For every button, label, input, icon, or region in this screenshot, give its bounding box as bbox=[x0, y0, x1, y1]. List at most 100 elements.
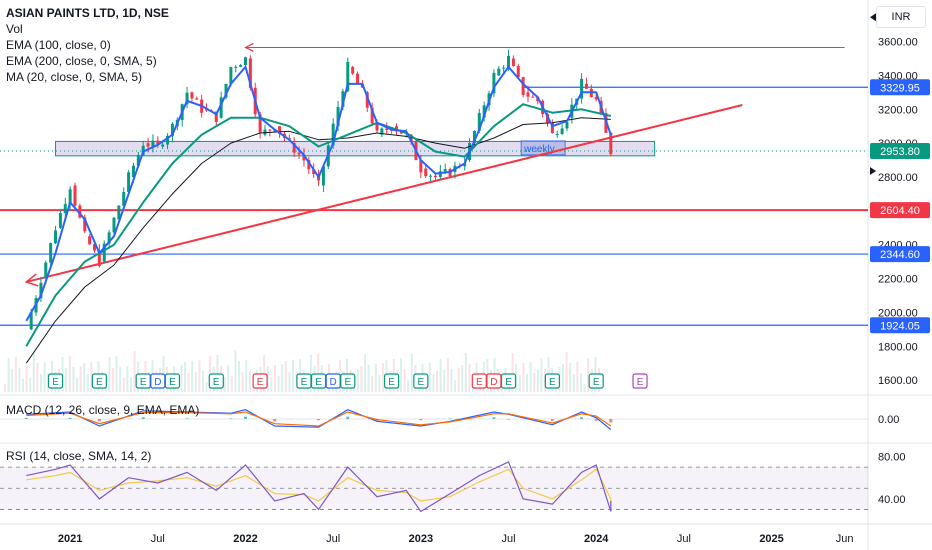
volume-bar bbox=[191, 361, 194, 392]
volume-bar bbox=[234, 350, 237, 392]
event-marker[interactable] bbox=[384, 373, 400, 389]
candle-body bbox=[166, 135, 170, 145]
volume-bar bbox=[310, 355, 312, 392]
volume-bar bbox=[360, 366, 363, 392]
candle-body bbox=[268, 129, 272, 131]
event-marker[interactable] bbox=[486, 373, 502, 389]
volume-bar bbox=[25, 367, 28, 392]
indicator-ema200-label[interactable]: EMA (200, close, 0, SMA, 5) bbox=[6, 54, 157, 68]
volume-bar bbox=[22, 379, 24, 392]
axis-arrow-icon bbox=[870, 166, 876, 175]
event-marker[interactable] bbox=[632, 373, 648, 389]
volume-bar bbox=[457, 368, 460, 392]
macd-histogram-bar bbox=[346, 416, 350, 419]
event-marker[interactable] bbox=[252, 373, 268, 389]
volume-bar bbox=[130, 377, 132, 392]
event-marker-letter: E bbox=[344, 377, 351, 388]
y-tick-label: 2000.00 bbox=[878, 307, 918, 319]
macd-histogram-bar bbox=[507, 419, 511, 420]
volume-bar bbox=[180, 365, 183, 392]
volume-bar bbox=[565, 352, 568, 392]
candle-body bbox=[419, 160, 423, 173]
volume-bar bbox=[72, 367, 75, 392]
macd-histogram-bar bbox=[550, 419, 554, 421]
event-marker[interactable] bbox=[340, 373, 356, 389]
event-marker[interactable] bbox=[135, 373, 151, 389]
event-marker[interactable] bbox=[413, 373, 429, 389]
event-marker[interactable] bbox=[471, 373, 487, 389]
candle-body bbox=[312, 169, 316, 175]
volume-bar bbox=[126, 366, 129, 392]
volume-bar bbox=[281, 364, 284, 392]
volume-bar bbox=[205, 382, 208, 392]
volume-bar bbox=[526, 374, 528, 392]
volume-bar bbox=[367, 365, 370, 392]
candle-body bbox=[336, 107, 340, 127]
candle-body bbox=[492, 72, 496, 94]
support-zone[interactable] bbox=[55, 140, 656, 157]
candle-body bbox=[229, 67, 233, 84]
candle-body bbox=[49, 243, 53, 263]
macd-histogram-bar bbox=[317, 419, 321, 421]
volume-bar bbox=[450, 369, 453, 392]
candle-body bbox=[151, 140, 155, 147]
event-marker[interactable] bbox=[296, 373, 312, 389]
candle-body bbox=[29, 312, 33, 330]
indicator-ma20-label[interactable]: MA (20, close, 0, SMA, 5) bbox=[6, 70, 143, 84]
volume-bar bbox=[202, 371, 204, 392]
candle-body bbox=[258, 114, 262, 133]
volume-bar bbox=[288, 372, 291, 392]
macd-line bbox=[26, 409, 612, 430]
zone-label: weekly bbox=[523, 144, 555, 155]
event-marker[interactable] bbox=[91, 373, 107, 389]
price-label-badge bbox=[870, 246, 930, 263]
event-marker[interactable] bbox=[500, 373, 517, 389]
volume-bar bbox=[529, 362, 532, 392]
macd-histogram-bar bbox=[24, 417, 28, 419]
volume-bar bbox=[403, 369, 406, 392]
candle-body bbox=[195, 98, 199, 100]
ema100-line bbox=[25, 103, 612, 347]
volume-bar bbox=[270, 377, 273, 392]
rsi-ma-line bbox=[26, 468, 612, 506]
candle-body bbox=[292, 143, 296, 153]
macd-histogram-bar bbox=[419, 419, 423, 421]
macd-histogram-bar bbox=[141, 417, 145, 419]
volume-bar bbox=[274, 365, 276, 392]
candle-body bbox=[609, 132, 613, 155]
indicator-ema100-label[interactable]: EMA (100, close, 0) bbox=[6, 38, 111, 52]
volume-bar bbox=[292, 360, 294, 392]
volume-bar bbox=[184, 362, 186, 392]
candle-body bbox=[156, 140, 160, 144]
event-marker[interactable] bbox=[544, 373, 560, 389]
volume-bar bbox=[378, 375, 381, 392]
volume-bar bbox=[36, 363, 39, 392]
event-marker[interactable] bbox=[47, 373, 64, 389]
rsi-label[interactable]: RSI (14, close, SMA, 14, 2) bbox=[6, 449, 152, 463]
event-marker-letter: D bbox=[154, 377, 161, 388]
candle-body bbox=[482, 105, 486, 118]
y-tick-label: 2200.00 bbox=[878, 274, 918, 286]
volume-bar bbox=[540, 358, 543, 392]
event-marker[interactable] bbox=[325, 373, 341, 389]
event-marker[interactable] bbox=[310, 373, 327, 389]
event-marker[interactable] bbox=[150, 373, 166, 389]
event-marker[interactable] bbox=[208, 373, 224, 389]
rising-trendline[interactable] bbox=[26, 104, 743, 283]
candle-body bbox=[438, 171, 442, 177]
indicator-vol-label[interactable]: Vol bbox=[6, 22, 23, 36]
volume-bar bbox=[18, 368, 21, 392]
volume-bar bbox=[364, 354, 366, 392]
candle-body bbox=[97, 250, 101, 266]
macd-histogram-bar bbox=[492, 417, 496, 419]
macd-histogram-bar bbox=[609, 419, 613, 423]
candle-body bbox=[550, 122, 554, 134]
volume-bar bbox=[562, 364, 564, 392]
event-marker[interactable] bbox=[588, 373, 604, 389]
event-marker[interactable] bbox=[164, 373, 181, 389]
macd-label[interactable]: MACD (12, 26, close, 9, EMA, EMA) bbox=[6, 403, 200, 417]
volume-bar bbox=[443, 370, 446, 392]
currency-selector[interactable]: INR bbox=[876, 6, 926, 28]
price-label-text: 3329.95 bbox=[880, 82, 920, 94]
